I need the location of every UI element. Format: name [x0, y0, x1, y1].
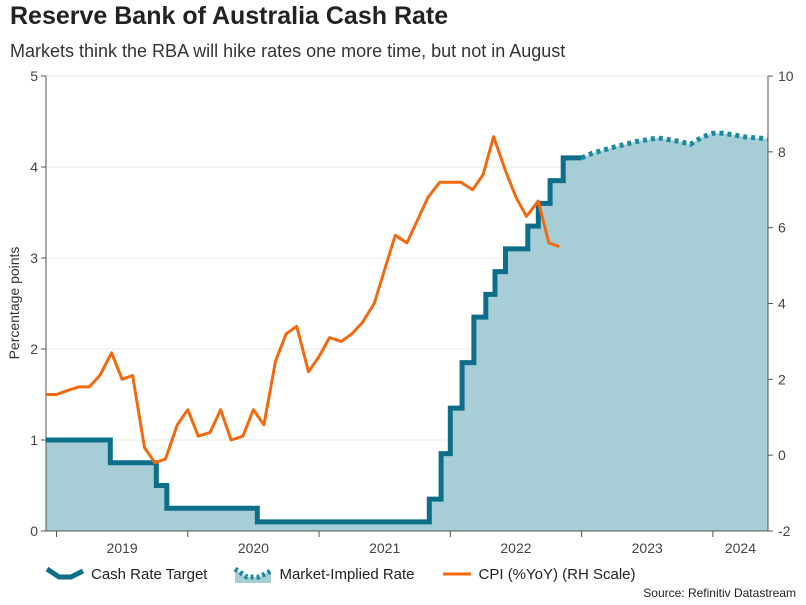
y2-tick-label: 10 [778, 68, 794, 84]
x-tick-label: 2022 [500, 540, 531, 556]
y2-tick-label: 4 [778, 296, 786, 312]
cpi-legend-icon [442, 572, 471, 576]
cpi-line [46, 135, 560, 465]
source-note: Source: Refinitiv Datastream [643, 586, 796, 600]
y-tick-label: 3 [30, 250, 38, 266]
y2-tick-label: 2 [778, 371, 786, 387]
legend-label-cash-rate: Cash Rate Target [91, 565, 208, 583]
y-tick-label: 4 [30, 159, 38, 175]
market-rate-legend-icon [234, 566, 273, 583]
y-tick-label: 5 [30, 68, 38, 84]
x-tick-label: 2024 [725, 540, 756, 556]
cash-rate-line [46, 155, 582, 525]
cash-rate-legend-icon [45, 566, 85, 580]
y2-tick-label: -2 [778, 523, 791, 539]
y-tick-label: 0 [30, 523, 38, 539]
legend-item-cpi: CPI (%YoY) (RH Scale) [441, 565, 636, 583]
legend-item-cash-rate: Cash Rate Target [45, 565, 207, 583]
x-tick-label: 2021 [369, 540, 400, 556]
y-tick-label: 2 [30, 341, 38, 357]
axes [41, 75, 773, 537]
x-tick-label: 2020 [238, 540, 269, 556]
legend-label-market: Market-Implied Rate [279, 565, 415, 583]
y2-tick-label: 8 [778, 144, 786, 160]
legend: Cash Rate Target Market-Implied Rate CPI… [45, 563, 662, 585]
y-tick-label: 1 [30, 432, 38, 448]
chart-title: Reserve Bank of Australia Cash Rate [10, 2, 449, 30]
cash-rate-area [46, 133, 768, 532]
tick-labels: 0 1 2 3 4 5 -2 0 2 4 6 8 10 2019 2020 2021 2022 2023 2024 [30, 68, 794, 556]
y2-tick-label: 6 [778, 220, 786, 236]
legend-label-cpi: CPI (%YoY) (RH Scale) [478, 565, 636, 583]
y-axis-label: Percentage points [6, 247, 22, 360]
x-tick-label: 2019 [107, 540, 138, 556]
market-implied-line [580, 130, 769, 161]
cash-rate-area-fill [46, 133, 768, 532]
legend-item-market: Market-Implied Rate [233, 565, 415, 583]
chart-subtitle: Markets think the RBA will hike rates on… [10, 41, 566, 61]
y2-tick-label: 0 [778, 447, 786, 463]
series-lines [46, 130, 769, 525]
x-tick-label: 2023 [632, 540, 663, 556]
